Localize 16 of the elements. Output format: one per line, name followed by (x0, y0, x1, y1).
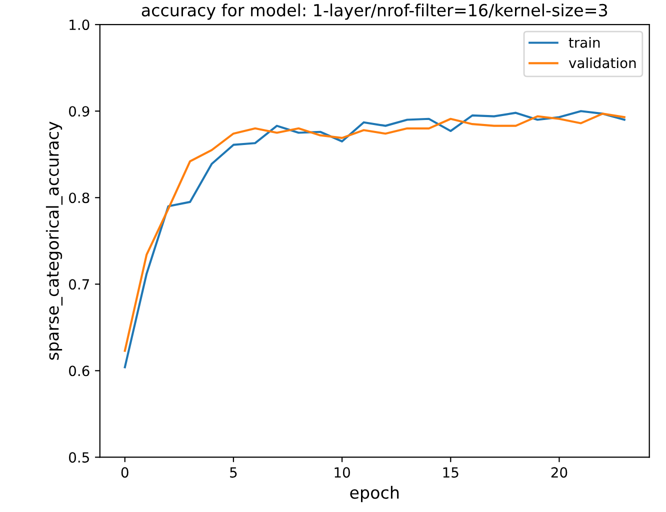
legend-label: train (568, 37, 600, 48)
x-tick-label: 5 (230, 467, 237, 478)
y-axis-title: sparse_categorical_accuracy (46, 122, 63, 360)
y-tick-label: 0.8 (69, 192, 90, 204)
y-tick-label: 0.5 (69, 452, 89, 463)
y-tick-label: 1.0 (70, 20, 90, 30)
x-tick-label: 0 (121, 467, 128, 478)
x-tick-label: 15 (443, 467, 458, 478)
y-tick-label: 0.6 (69, 366, 90, 376)
chart-title: accuracy for model: 1-layer/nrof-filter=16/kernel-size=3 (142, 4, 608, 20)
legend-label: validation (568, 57, 636, 68)
y-tick-label: 0.7 (69, 279, 89, 290)
x-tick-label: 10 (334, 467, 350, 478)
y-tick-label: 0.9 (69, 106, 90, 117)
x-tick-label: 20 (551, 467, 568, 478)
x-axis-title: epoch (350, 486, 399, 502)
